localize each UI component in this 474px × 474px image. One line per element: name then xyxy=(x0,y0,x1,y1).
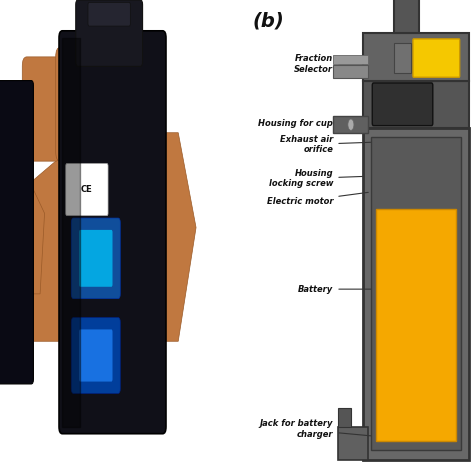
Text: Fraction
Selector: Fraction Selector xyxy=(294,55,391,73)
Text: CE: CE xyxy=(81,185,93,194)
Bar xyxy=(364,81,469,128)
FancyBboxPatch shape xyxy=(122,57,158,152)
FancyBboxPatch shape xyxy=(0,81,33,384)
FancyBboxPatch shape xyxy=(89,47,127,161)
Text: Electric motor: Electric motor xyxy=(267,192,368,206)
FancyBboxPatch shape xyxy=(71,218,120,299)
FancyBboxPatch shape xyxy=(71,318,120,393)
FancyBboxPatch shape xyxy=(79,329,112,382)
Circle shape xyxy=(348,119,354,130)
FancyBboxPatch shape xyxy=(56,47,93,161)
Text: Housing
locking screw: Housing locking screw xyxy=(269,169,363,188)
Bar xyxy=(333,116,368,133)
Bar xyxy=(333,55,368,64)
Bar xyxy=(338,427,368,460)
FancyBboxPatch shape xyxy=(76,0,143,66)
FancyBboxPatch shape xyxy=(22,57,60,161)
Bar xyxy=(393,43,411,73)
Text: Housing for cup: Housing for cup xyxy=(258,119,378,128)
Polygon shape xyxy=(11,133,196,341)
Bar xyxy=(371,137,462,450)
Bar xyxy=(376,209,456,441)
FancyBboxPatch shape xyxy=(364,128,469,460)
FancyBboxPatch shape xyxy=(88,2,130,26)
Text: (b): (b) xyxy=(252,12,284,31)
Bar xyxy=(333,65,368,78)
FancyBboxPatch shape xyxy=(79,230,112,287)
Polygon shape xyxy=(7,166,45,294)
FancyBboxPatch shape xyxy=(372,83,433,126)
Bar xyxy=(393,0,419,33)
Text: Battery: Battery xyxy=(298,285,371,293)
Text: Exhaust air
orifice: Exhaust air orifice xyxy=(280,135,371,154)
Text: Jack for battery
charger: Jack for battery charger xyxy=(260,419,371,438)
FancyBboxPatch shape xyxy=(66,164,108,216)
FancyBboxPatch shape xyxy=(59,31,166,434)
Bar xyxy=(338,408,351,427)
Bar xyxy=(364,33,469,81)
FancyBboxPatch shape xyxy=(413,39,460,77)
